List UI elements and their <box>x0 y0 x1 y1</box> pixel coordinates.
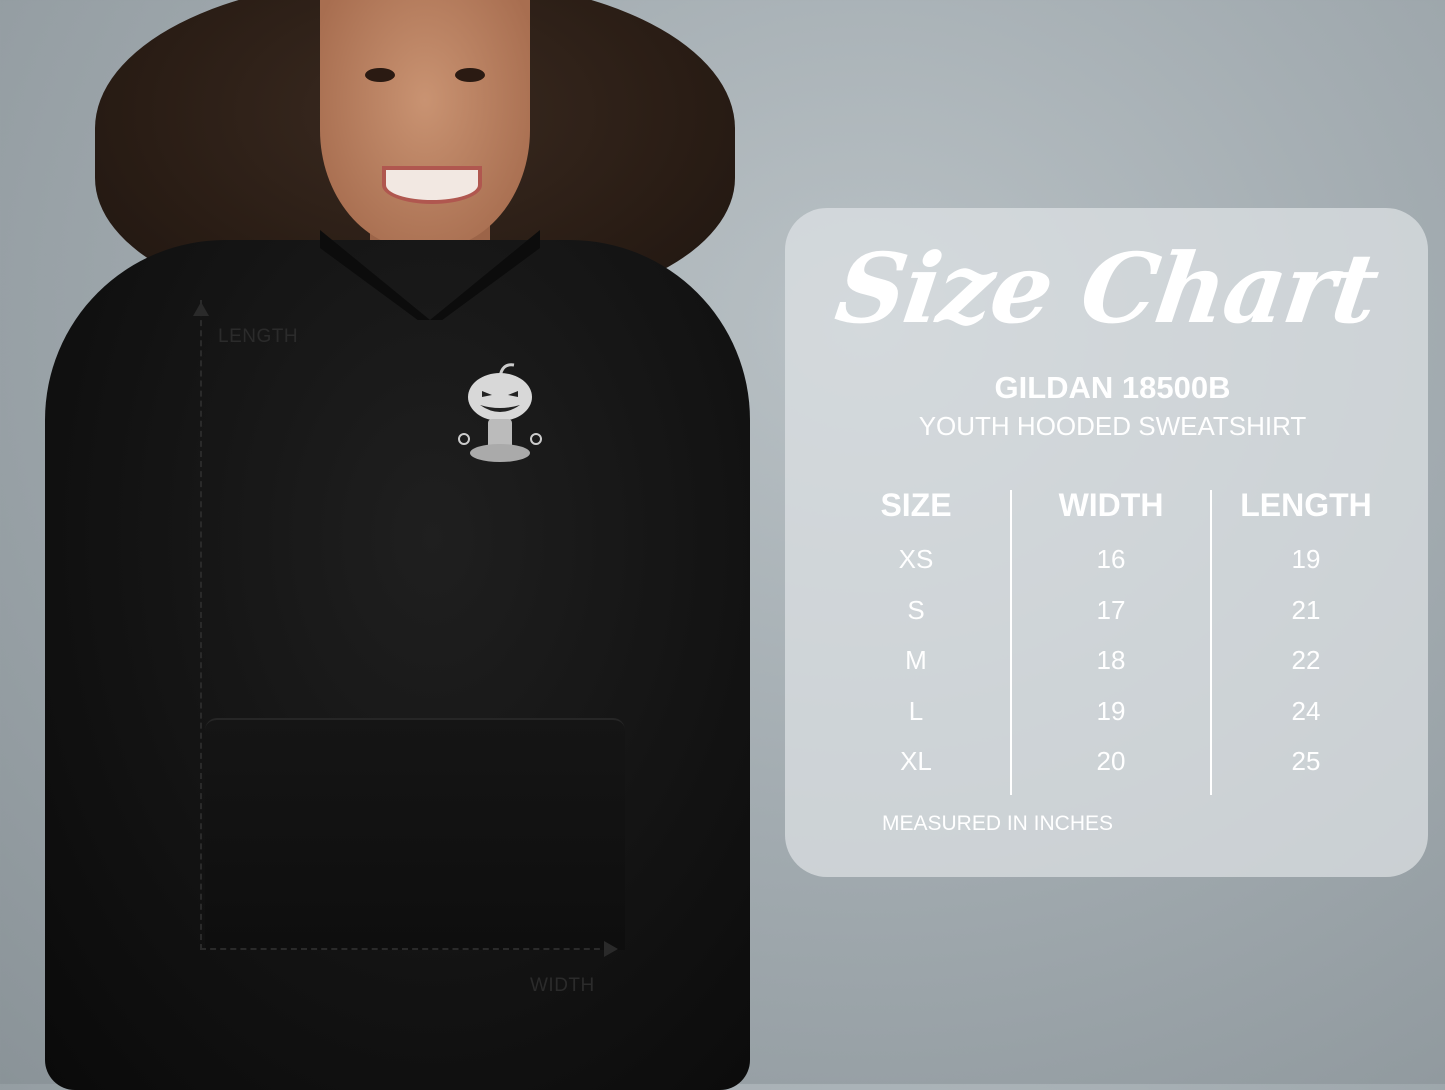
width-measure-line <box>200 948 610 950</box>
table-cell: L <box>908 695 924 726</box>
length-label: LENGTH <box>218 326 299 347</box>
width-column: WIDTH 16 17 18 19 20 <box>1011 484 1211 787</box>
table-cell: 25 <box>1291 746 1321 776</box>
table-cell: 20 <box>1096 746 1126 776</box>
smile <box>382 166 482 204</box>
table-cell: 16 <box>1096 544 1126 574</box>
table-cell: 17 <box>1096 594 1126 625</box>
pumpkin-print-graphic <box>458 363 542 462</box>
size-column: SIZE XS S M L XL <box>816 484 1016 787</box>
table-cell: 19 <box>1291 544 1321 574</box>
right-eye <box>455 68 485 82</box>
table-cell: XL <box>900 746 932 776</box>
column-header: SIZE <box>880 487 952 523</box>
table-cell: 24 <box>1291 695 1321 726</box>
arrow-right-icon <box>604 941 618 957</box>
length-measure-line <box>200 300 202 950</box>
length-column: LENGTH 19 21 22 24 25 <box>1206 484 1406 787</box>
column-header: WIDTH <box>1058 487 1164 523</box>
column-divider <box>1010 490 1012 795</box>
table-cell: 19 <box>1096 695 1126 726</box>
table-cell: XS <box>898 544 934 574</box>
column-divider <box>1210 490 1212 795</box>
product-name: YOUTH HOODED SWEATSHIRT <box>918 411 1307 441</box>
column-header: LENGTH <box>1240 487 1372 523</box>
table-cell: 18 <box>1096 645 1126 675</box>
measurement-note: MEASURED IN INCHES <box>882 812 1114 835</box>
width-label: WIDTH <box>530 975 595 996</box>
hoodie-pocket <box>205 718 625 950</box>
size-chart-panel <box>785 208 1428 877</box>
hoodie <box>45 240 750 1090</box>
table-cell: S <box>907 594 925 625</box>
arrow-up-icon <box>193 302 209 316</box>
table-cell: 22 <box>1291 645 1321 675</box>
left-eye <box>365 68 395 82</box>
size-chart-title: Size Chart <box>829 232 1384 345</box>
model-face <box>320 0 530 250</box>
brand-model: GILDAN 18500B <box>994 370 1231 405</box>
table-cell: 21 <box>1291 594 1321 625</box>
table-cell: M <box>905 645 927 675</box>
